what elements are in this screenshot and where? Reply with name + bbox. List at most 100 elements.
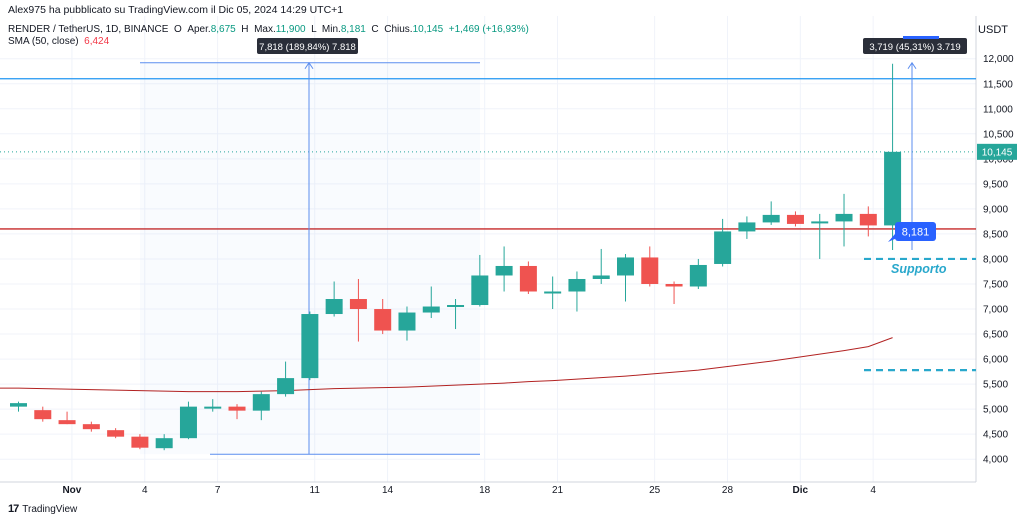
measure-arrowhead-right [907,61,917,70]
y-tick-label: 6,000 [983,355,1008,366]
candle-body [447,305,465,308]
symbol-name[interactable]: RENDER / TetherUS, 1D, BINANCE [8,24,169,35]
publisher-text: Alex975 ha pubblicato su TradingView.com… [8,4,344,16]
candle-body [714,231,732,264]
candle-body [10,403,27,407]
x-tick-label: Nov [62,485,81,496]
candle-body [58,420,76,425]
x-tick-label: 28 [722,485,734,496]
y-tick-label: 7,000 [983,305,1008,316]
tradingview-brand: TradingView [22,503,78,515]
candle-body [252,394,270,411]
low-key: L [311,24,317,35]
low-badge-text: 8,181 [902,227,930,239]
y-tick-label: 11,500 [983,79,1013,90]
candle-body [155,438,173,449]
plot-area [0,16,976,482]
y-tick-label: 9,500 [983,179,1008,190]
candle-body [228,406,246,411]
low-value: 8,181 [340,24,366,35]
y-tick-label: 10,500 [983,129,1014,140]
y-tick-label: 8,500 [983,229,1008,240]
candle-body [665,283,683,287]
y-tick-label: 11,000 [983,104,1013,115]
candle-body [179,406,197,439]
measure-label-accent [903,36,939,39]
candle-body [568,278,586,292]
candle-body [34,410,52,420]
candle-body [277,378,295,395]
x-tick-label: 18 [479,485,491,496]
candle-body [107,430,125,437]
last-price-badge [977,143,1017,160]
low-badge [895,222,936,241]
low-text: Min. [321,24,341,35]
measure-range [140,62,480,455]
symbol-legend[interactable]: RENDER / TetherUS, 1D, BINANCE O Aper.8,… [8,24,529,35]
high-text: Max. [254,24,276,35]
x-tick-label: 4 [142,485,148,496]
change-value: +1,469 (+16,93%) [448,24,529,35]
candle-body [617,257,634,276]
measure-label-bg [257,38,358,54]
candle-body [374,309,392,331]
close-value: 10,145 [412,24,444,35]
measure-label-right-bg [863,38,967,54]
candle-body [471,275,489,306]
sma-label[interactable]: SMA (50, close) [8,36,79,47]
candle-body [544,291,562,294]
candle-body [398,312,416,331]
last-price-label: 10,145 [982,147,1013,158]
candle-body [495,265,513,276]
candle-body [835,213,853,222]
candle-body [204,406,222,409]
close-key: C [371,24,379,35]
open-key: O [173,24,182,35]
y-tick-label: 6,500 [983,330,1008,341]
tradingview-footer[interactable]: 17 TradingView [8,503,77,515]
candle-body [519,265,537,292]
candle-body [131,436,149,448]
x-tick-label: 11 [310,485,321,496]
x-tick-label: 7 [215,485,221,496]
candle-body [301,314,319,379]
y-tick-label: 12,000 [983,54,1014,65]
x-tick-label: Dic [793,485,809,496]
y-tick-label: 9,000 [983,204,1008,215]
measure-arrowhead [304,61,314,70]
candle-body [422,306,440,313]
x-tick-label: 21 [552,485,564,496]
y-tick-label: 5,500 [983,380,1008,391]
close-text: Chius. [384,24,413,35]
y-tick-label: 4,500 [983,430,1008,441]
sma-value: 6,424 [84,36,110,47]
high-value: 11,900 [275,24,306,35]
y-tick-label: 10,000 [983,154,1014,165]
candle-body [811,221,829,224]
candle-body [689,264,707,287]
y-tick-label: 4,000 [983,455,1008,466]
high-key: H [241,24,249,35]
sma-line [0,337,893,393]
tradingview-logo-icon: 17 [8,503,19,515]
x-tick-label: 14 [382,485,394,496]
candle-body [762,214,780,223]
open-value: 8,675 [210,24,236,35]
support-label: Supporto [891,262,947,276]
y-tick-label: 8,000 [983,254,1008,265]
x-tick-label: 4 [870,485,876,496]
candle-body [349,299,367,310]
candle-body [884,151,902,226]
y-tick-label: 5,000 [983,405,1008,416]
candle-body [325,299,343,315]
candle-body [82,424,100,430]
candle-body [641,257,659,284]
candle-body [738,222,756,232]
y-tick-label: 7,500 [983,279,1008,290]
currency-label: USDT [978,24,1008,36]
candle-body [592,275,610,279]
low-badge-pointer [888,234,897,242]
measure-label-left: 7,818 (189,84%) 7.818 [259,42,356,53]
sma-legend[interactable]: SMA (50, close) 6,424 [8,36,109,47]
